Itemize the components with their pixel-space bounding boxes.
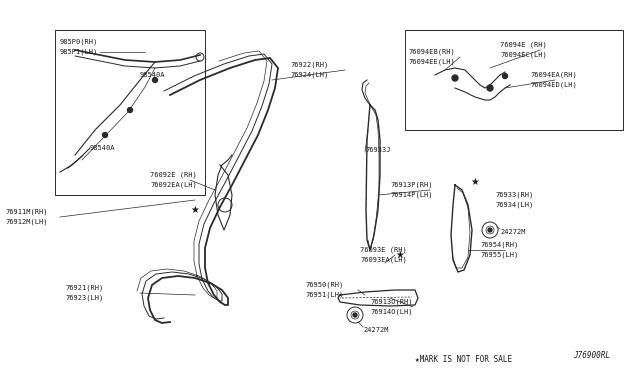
- Text: 76094E (RH): 76094E (RH): [500, 42, 547, 48]
- Circle shape: [487, 85, 493, 91]
- Text: 76092E (RH): 76092E (RH): [150, 172, 196, 178]
- Circle shape: [152, 77, 157, 83]
- Text: 76093EA(LH): 76093EA(LH): [360, 257, 407, 263]
- Text: ★: ★: [191, 205, 200, 215]
- Text: 76092EA(LH): 76092EA(LH): [150, 182, 196, 188]
- Text: 98540A: 98540A: [90, 145, 115, 151]
- Text: 76094ED(LH): 76094ED(LH): [530, 82, 577, 88]
- Text: 76950(RH): 76950(RH): [305, 282, 343, 288]
- Bar: [405, 30, 623, 130]
- Text: ★: ★: [396, 250, 404, 260]
- Circle shape: [353, 313, 357, 317]
- Text: 76922(RH): 76922(RH): [290, 62, 328, 68]
- Text: 985P1(LH): 985P1(LH): [60, 49, 99, 55]
- Text: 76924(LH): 76924(LH): [290, 72, 328, 78]
- Circle shape: [452, 75, 458, 81]
- Text: 76951(LH): 76951(LH): [305, 292, 343, 298]
- Text: 76955(LH): 76955(LH): [480, 252, 518, 258]
- Text: 76093E (RH): 76093E (RH): [360, 247, 407, 253]
- Text: J76900RL: J76900RL: [573, 350, 610, 359]
- Text: 76094EA(RH): 76094EA(RH): [530, 72, 577, 78]
- Circle shape: [488, 228, 492, 232]
- Text: ★: ★: [470, 177, 479, 187]
- Text: 76954(RH): 76954(RH): [480, 242, 518, 248]
- Text: 76913P(RH): 76913P(RH): [390, 182, 433, 188]
- Text: 76094EB(RH): 76094EB(RH): [408, 49, 455, 55]
- Text: 24272M: 24272M: [500, 229, 525, 235]
- Text: 76914P(LH): 76914P(LH): [390, 192, 433, 198]
- Bar: [55, 30, 205, 195]
- Circle shape: [102, 132, 108, 138]
- Text: 985P0(RH): 985P0(RH): [60, 39, 99, 45]
- Text: 76913O(RH): 76913O(RH): [370, 299, 413, 305]
- Text: 24272M: 24272M: [363, 327, 388, 333]
- Text: 76911M(RH): 76911M(RH): [5, 209, 47, 215]
- Text: ★MARK IS NOT FOR SALE: ★MARK IS NOT FOR SALE: [415, 356, 512, 365]
- Circle shape: [502, 74, 508, 78]
- Text: 76933J: 76933J: [365, 147, 390, 153]
- Text: 76934(LH): 76934(LH): [495, 202, 533, 208]
- Text: 76912M(LH): 76912M(LH): [5, 219, 47, 225]
- Text: 76933(RH): 76933(RH): [495, 192, 533, 198]
- Circle shape: [127, 108, 132, 112]
- Text: 76094EE(LH): 76094EE(LH): [408, 59, 455, 65]
- Text: 76094EC(LH): 76094EC(LH): [500, 52, 547, 58]
- Text: 76921(RH): 76921(RH): [65, 285, 103, 291]
- Text: 98540A: 98540A: [140, 72, 166, 78]
- Text: 76923(LH): 76923(LH): [65, 295, 103, 301]
- Text: 76914O(LH): 76914O(LH): [370, 309, 413, 315]
